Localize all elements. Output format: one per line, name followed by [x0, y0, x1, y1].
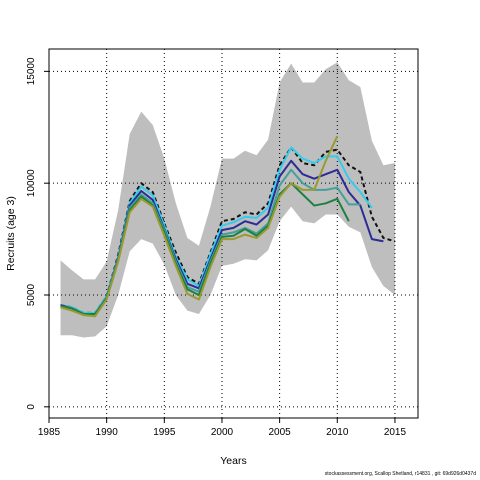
- y-tick-label: 15000: [26, 57, 37, 85]
- x-tick-label: 1985: [38, 427, 61, 438]
- plot-frame: [48, 48, 419, 419]
- x-tick-label: 2005: [269, 427, 292, 438]
- y-tick-label: 0: [26, 404, 37, 410]
- series-line-6: [60, 135, 339, 318]
- footer-credit: stockassessment.org, Scallop Shetland, r…: [324, 471, 476, 477]
- confidence-band: [60, 62, 395, 338]
- x-tick-label: 1995: [153, 427, 176, 438]
- y-axis-title: Recruits (age 3): [5, 196, 17, 271]
- x-tick-label: 2000: [211, 427, 234, 438]
- y-axis: 0 5000 10000 15000: [26, 57, 49, 410]
- x-tick-label: 1990: [96, 427, 119, 438]
- series-lines: [60, 135, 396, 318]
- x-tick-label: 2010: [326, 427, 349, 438]
- x-tick-label: 2015: [384, 427, 407, 438]
- y-tick-label: 10000: [26, 169, 37, 197]
- y-tick-label: 5000: [26, 283, 37, 306]
- x-axis-title: Years: [220, 455, 246, 467]
- x-axis: 1985 1990 1995 2000 2005 2010 2015: [38, 418, 407, 438]
- confidence-band-area: [60, 62, 395, 338]
